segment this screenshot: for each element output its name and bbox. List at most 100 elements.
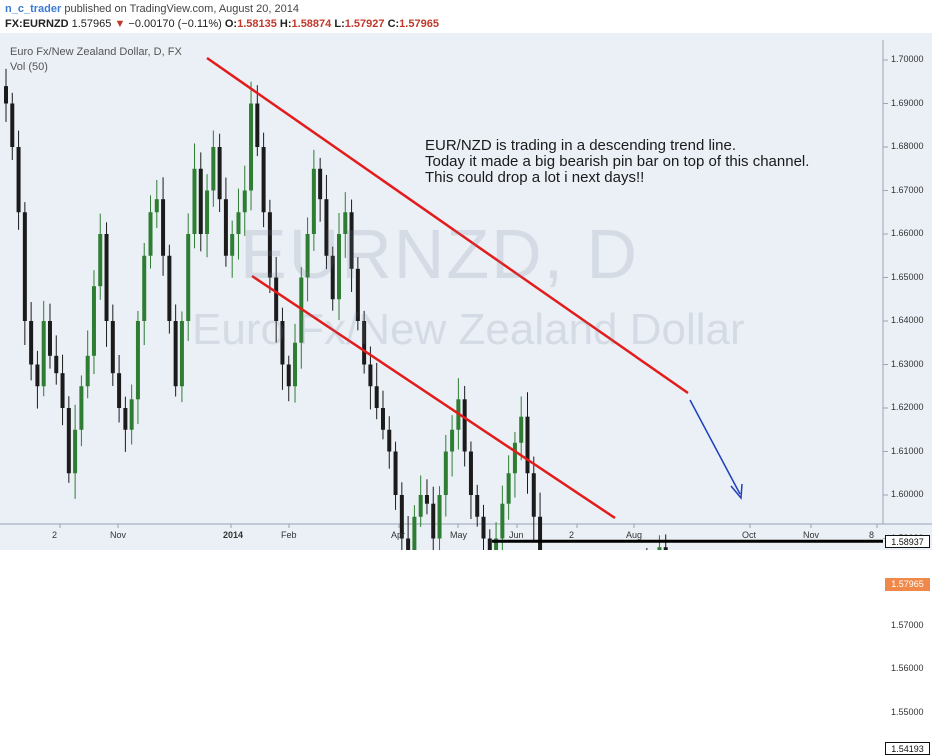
candle-body [657,547,662,550]
candle-body [4,86,8,104]
candle-body [274,277,279,321]
candle-body [123,408,128,430]
candle-body [468,451,473,495]
chart-legend: Euro Fx/New Zealand Dollar, D, FX Vol (5… [10,45,182,75]
y-tick-label: 1.57000 [891,619,924,630]
publish-text: published on TradingView.com, August 20,… [64,3,299,15]
candle-body [104,234,109,321]
candle-body [154,199,159,213]
y-tick-label: 1.66000 [891,228,924,238]
down-arrow-icon: ▼ [114,18,126,30]
x-tick-label: 2 [52,530,58,540]
candle-body [223,199,228,256]
candle-body [117,373,122,408]
candle-body [311,168,316,234]
lower-trend-line [251,274,616,520]
candle-body [362,321,367,365]
author-link[interactable]: n_c_trader [5,3,62,15]
candle-body [431,503,436,539]
candle-body [249,103,254,191]
candle-body [349,212,354,269]
x-tick-label: Nov [803,530,820,540]
candle-body [412,516,417,550]
candle-body [211,147,216,191]
x-tick-label: Apr [391,530,406,540]
legend-title[interactable]: Euro Fx/New Zealand Dollar, D, FX [10,46,182,58]
candle-body [161,199,166,256]
y-tick-label: 1.56000 [891,663,924,673]
candle-body [41,321,46,387]
change-value: −0.00170 (−0.11%) [128,18,222,30]
candle-body [368,364,373,387]
candle-body [60,373,65,408]
legend-volume[interactable]: Vol (50) [10,61,48,73]
candle-body [487,538,492,550]
candle-body [255,103,260,147]
high-value: 1.58874 [291,18,332,30]
candle-body [173,321,178,387]
chart-pane[interactable] [0,33,932,550]
last-price: 1.57965 [71,18,112,30]
candle-body [337,234,341,300]
x-tick-label: Nov [110,530,127,540]
candle-body [305,234,310,278]
x-tick-label: Aug [626,530,643,540]
candle-body [481,516,486,539]
y-tick-label: 1.61000 [891,445,924,456]
candle-body [192,168,197,234]
y-tick-label: 1.70000 [891,54,924,64]
candle-body [324,199,329,256]
open-value: 1.58135 [237,18,277,30]
candle-body [286,364,291,387]
candle-body [506,473,511,504]
symbol-label[interactable]: FX:EURNZD [5,18,69,30]
candle-body [29,321,34,365]
candle-body [512,442,517,474]
open-label: O: [224,18,238,30]
candle-body [236,212,241,234]
candle-body [443,451,448,495]
close-label: C: [387,18,400,30]
annotation-text[interactable]: EUR/NZD is trading in a descending trend… [425,138,809,186]
publish-info: n_c_trader published on TradingView.com,… [5,3,299,15]
upper-trend-line [206,56,689,395]
watermark-name: Euro Fx/New Zealand Dollar [192,305,745,354]
candle-body [198,168,203,234]
candle-body [450,429,455,452]
header-bar: n_c_trader published on TradingView.com,… [0,0,932,32]
x-tick-label: May [450,530,468,540]
candle-body [330,255,335,300]
close-value: 1.57965 [399,18,439,30]
candle-body [267,212,272,278]
candle-body [230,234,235,256]
candle-body [343,212,348,234]
candle-body [242,190,247,213]
candle-body [663,547,668,550]
resistance-price-tag: 1.58937 [885,535,930,549]
x-tick-label: Oct [742,530,757,540]
y-tick-label: 1.63000 [891,358,924,369]
arrow-head-icon [730,483,743,500]
candle-body [98,234,103,287]
candle-body [261,147,266,213]
candle-body [16,147,21,213]
x-tick-label: 2 [569,530,575,540]
candle-body [437,495,442,539]
high-label: H: [279,18,292,30]
candle-body [79,386,84,430]
candle-body [280,321,285,365]
y-tick-label: 1.64000 [891,315,924,325]
candle-body [73,429,78,474]
candle-body [519,416,524,443]
candle-body [85,355,90,387]
candle-body [424,495,429,504]
y-tick-label: 1.68000 [891,141,924,151]
current-price-tag: 1.57965 [885,577,930,591]
candle-body [387,429,392,452]
annotation-line-3: This could drop a lot i next days!! [425,169,645,186]
candle-body [418,495,423,517]
candle-body [179,321,184,387]
watermark-symbol: EURNZD, D [240,215,640,293]
price-chart[interactable] [0,0,932,550]
candle-body [135,321,140,400]
